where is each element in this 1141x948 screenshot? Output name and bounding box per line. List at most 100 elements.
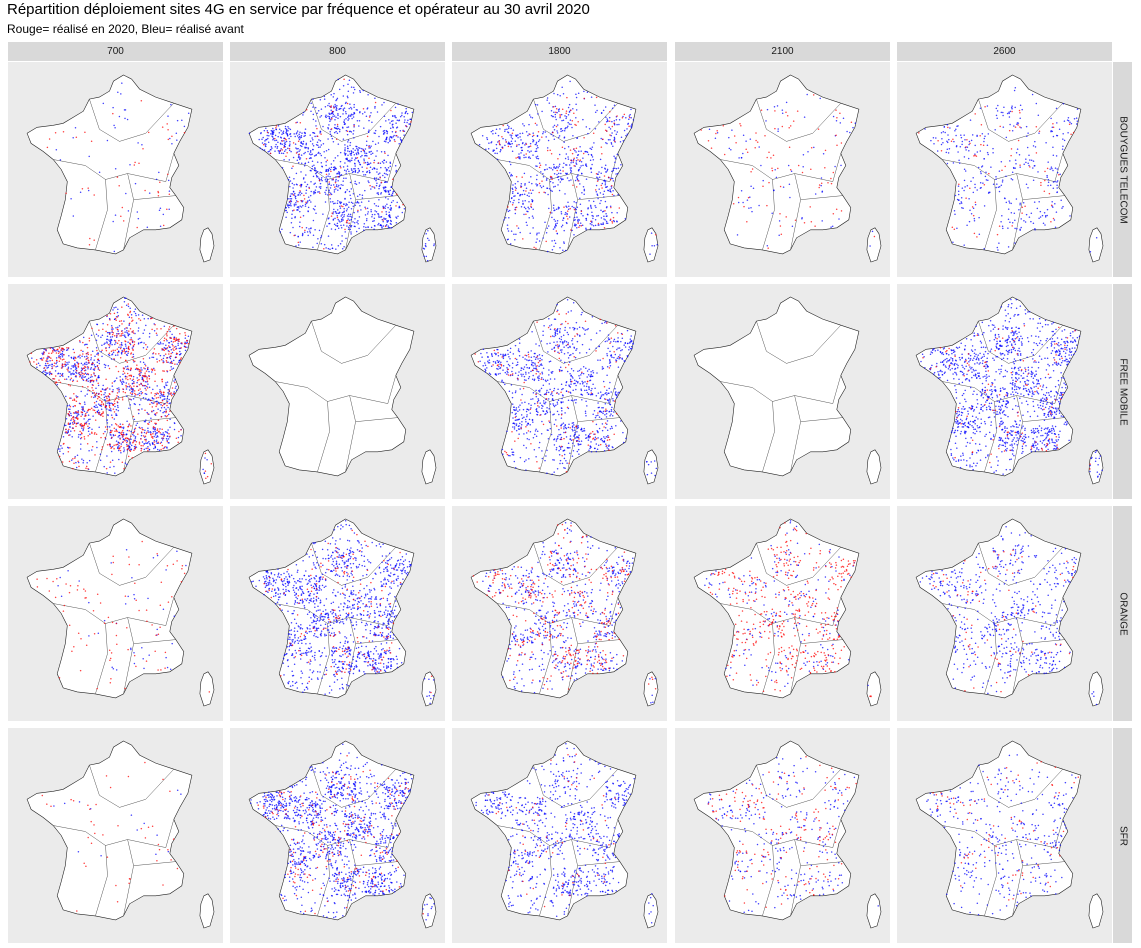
site-point-before: [337, 143, 340, 145]
site-point-2020: [161, 399, 164, 402]
site-point-before: [350, 231, 352, 233]
site-point-before: [340, 215, 342, 217]
site-point-before: [342, 138, 345, 140]
site-point-before: [281, 143, 283, 146]
site-point-before: [129, 443, 132, 445]
site-point-before: [127, 210, 130, 212]
site-point-before: [1063, 120, 1066, 122]
site-point-before: [139, 361, 142, 363]
site-point-before: [997, 186, 1000, 188]
site-point-before: [113, 250, 116, 253]
site-point-before: [591, 156, 594, 158]
site-point-before: [65, 424, 67, 427]
site-point-before: [608, 387, 610, 390]
site-point-before: [313, 183, 315, 185]
site-point-2020: [132, 359, 135, 362]
site-point-2020: [394, 140, 396, 143]
site-point-2020: [171, 362, 174, 364]
site-point-before: [509, 201, 512, 203]
site-point-before: [577, 219, 579, 222]
site-point-before: [352, 170, 355, 173]
site-point-before: [159, 225, 162, 227]
site-point-before: [348, 79, 351, 82]
site-point-before: [166, 439, 168, 442]
site-point-before: [1089, 250, 1092, 253]
site-point-before: [1021, 108, 1023, 111]
site-point-before: [155, 440, 158, 443]
site-point-2020: [835, 208, 838, 211]
site-point-before: [167, 429, 169, 431]
site-point-before: [564, 115, 566, 117]
site-point-2020: [90, 354, 92, 356]
site-point-before: [342, 109, 345, 112]
site-point-2020: [1044, 179, 1046, 182]
site-point-before: [573, 206, 575, 209]
site-point-before: [378, 222, 380, 225]
site-point-2020: [119, 379, 122, 381]
site-point-2020: [570, 229, 572, 231]
site-point-before: [299, 241, 301, 243]
site-point-before: [529, 157, 532, 159]
site-point-before: [597, 177, 599, 179]
site-point-2020: [121, 323, 123, 325]
site-point-before: [1047, 181, 1050, 184]
site-point-before: [540, 186, 543, 189]
site-point-before: [609, 139, 611, 141]
site-point-before: [972, 191, 975, 194]
site-point-2020: [789, 125, 792, 127]
site-point-2020: [129, 342, 131, 345]
site-point-2020: [114, 340, 117, 342]
site-point-before: [961, 140, 964, 143]
site-point-before: [601, 182, 604, 185]
site-point-before: [986, 105, 989, 107]
site-point-2020: [529, 145, 532, 147]
site-point-before: [946, 162, 949, 165]
site-point-2020: [65, 428, 67, 431]
site-point-2020: [950, 140, 953, 143]
site-point-before: [391, 130, 394, 133]
site-point-before: [166, 397, 169, 400]
site-point-before: [523, 193, 526, 195]
site-point-2020: [81, 411, 84, 414]
site-point-2020: [579, 159, 582, 161]
site-point-before: [117, 436, 119, 438]
site-point-before: [736, 234, 739, 236]
site-point-2020: [154, 422, 156, 425]
site-point-before: [352, 221, 354, 223]
site-point-before: [100, 408, 103, 410]
site-point-2020: [754, 147, 756, 149]
site-point-before: [305, 143, 307, 146]
site-point-before: [740, 190, 743, 192]
site-point-before: [165, 437, 168, 440]
site-point-2020: [555, 108, 558, 110]
site-point-before: [320, 178, 323, 181]
site-point-before: [649, 253, 651, 255]
site-point-before: [288, 159, 291, 161]
site-point-before: [167, 179, 170, 182]
site-point-2020: [1029, 166, 1031, 168]
site-point-before: [358, 125, 360, 127]
site-point-2020: [114, 430, 116, 432]
site-point-before: [334, 157, 337, 159]
site-point-before: [315, 169, 317, 172]
site-point-2020: [90, 407, 93, 410]
site-point-before: [163, 385, 166, 388]
site-point-2020: [972, 214, 975, 217]
site-point-2020: [1017, 124, 1019, 126]
site-point-before: [958, 162, 961, 164]
site-point-2020: [35, 358, 38, 361]
site-point-2020: [33, 361, 35, 363]
site-point-before: [1066, 119, 1069, 121]
site-point-before: [51, 363, 53, 366]
site-point-before: [585, 351, 588, 354]
site-point-before: [61, 447, 63, 449]
site-point-2020: [613, 122, 615, 124]
site-point-before: [130, 438, 132, 440]
site-point-before: [554, 226, 556, 229]
site-point-2020: [166, 401, 169, 404]
site-point-before: [312, 175, 315, 178]
site-point-before: [573, 234, 575, 236]
site-point-before: [511, 188, 514, 191]
site-point-before: [296, 130, 299, 132]
site-point-before: [536, 134, 539, 137]
